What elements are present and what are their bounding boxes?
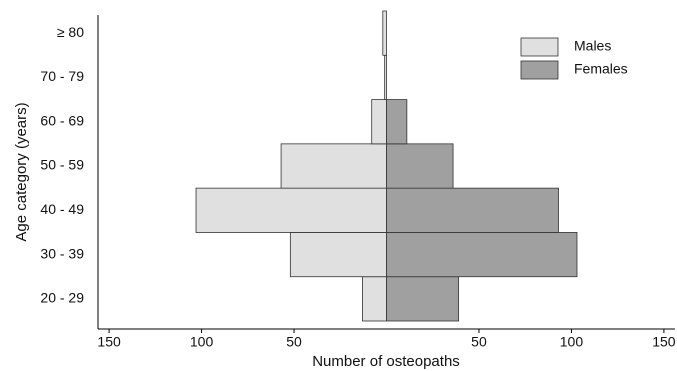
y-tick-label: 30 - 39 <box>40 245 84 261</box>
bar <box>386 99 408 145</box>
bar <box>195 187 387 233</box>
bar <box>386 187 559 233</box>
x-tick-label: 50 <box>471 334 487 350</box>
x-tick-label: 100 <box>560 334 584 350</box>
y-tick-label: 20 - 29 <box>40 290 84 306</box>
y-tick-label: 50 - 59 <box>40 157 84 173</box>
bar <box>289 232 387 278</box>
bar <box>362 276 387 322</box>
bar <box>382 10 387 56</box>
x-tick-label: 150 <box>97 334 121 350</box>
y-axis-label: Age category (years) <box>13 102 30 241</box>
legend-label: Males <box>574 38 611 54</box>
y-tick-label: 70 - 79 <box>40 68 84 84</box>
legend-swatch <box>520 60 559 80</box>
legend-label: Females <box>574 61 628 77</box>
bar <box>386 232 578 278</box>
legend-swatch <box>520 37 559 57</box>
x-tick-label: 150 <box>652 334 676 350</box>
bar <box>384 54 387 100</box>
bar <box>386 143 454 189</box>
y-tick-label: 40 - 49 <box>40 201 84 217</box>
x-tick-label: 100 <box>190 334 214 350</box>
x-axis-label: Number of osteopaths <box>312 353 460 370</box>
y-tick-label: 60 - 69 <box>40 112 84 128</box>
bar <box>280 143 387 189</box>
x-tick-label: 50 <box>286 334 302 350</box>
bar <box>371 99 387 145</box>
bar <box>386 276 460 322</box>
y-tick-label: ≥ 80 <box>57 24 84 40</box>
